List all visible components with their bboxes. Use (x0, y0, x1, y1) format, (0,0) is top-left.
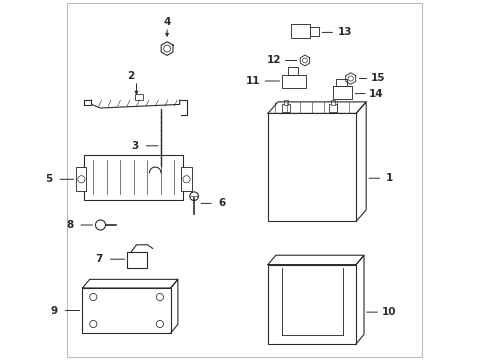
Text: 3: 3 (131, 141, 139, 151)
Text: 14: 14 (368, 89, 383, 99)
Text: 4: 4 (163, 17, 170, 27)
Bar (309, 27, 319, 36)
Bar (287, 67, 297, 75)
Text: 5: 5 (45, 174, 53, 184)
Bar (282, 104, 289, 112)
Bar (134, 94, 142, 100)
Bar (76, 167, 86, 191)
Bar (282, 75, 305, 88)
Bar (328, 104, 336, 112)
Bar (284, 100, 288, 105)
Bar (290, 24, 310, 38)
Bar (127, 252, 147, 268)
Text: 12: 12 (266, 55, 281, 66)
Bar (84, 155, 183, 200)
Text: 15: 15 (370, 73, 385, 84)
Bar (82, 288, 170, 333)
Bar (332, 86, 352, 99)
Text: 8: 8 (66, 220, 73, 230)
Text: 1: 1 (385, 173, 392, 183)
Text: 7: 7 (96, 254, 103, 264)
Text: 13: 13 (337, 27, 351, 37)
Bar (336, 79, 346, 86)
Text: 2: 2 (126, 71, 134, 81)
Bar (181, 167, 191, 191)
Text: 10: 10 (381, 307, 396, 317)
Bar (330, 100, 335, 105)
Bar (267, 113, 355, 221)
Bar (267, 265, 355, 344)
Text: 9: 9 (51, 306, 58, 315)
Text: 11: 11 (246, 76, 260, 86)
Text: 6: 6 (218, 198, 225, 208)
